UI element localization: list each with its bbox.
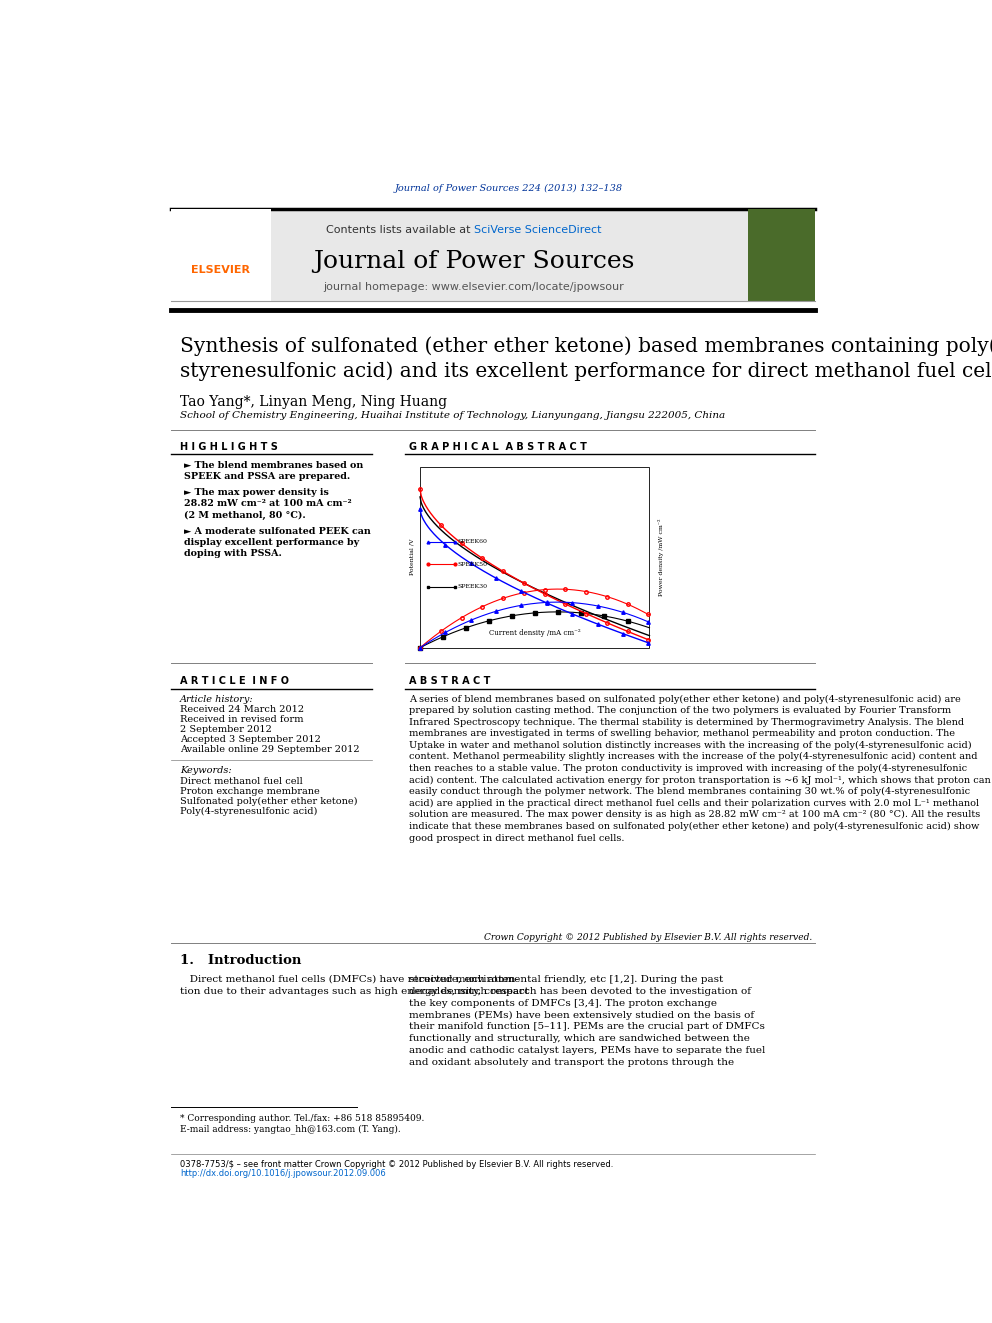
FancyBboxPatch shape <box>171 209 271 302</box>
Text: Keywords:: Keywords: <box>180 766 231 775</box>
Text: structure, environmental friendly, etc [1,2]. During the past
decades, much rese: structure, environmental friendly, etc [… <box>410 975 766 1066</box>
Text: SciVerse ScienceDirect: SciVerse ScienceDirect <box>474 225 601 234</box>
FancyBboxPatch shape <box>171 209 815 302</box>
Text: A B S T R A C T: A B S T R A C T <box>410 676 491 687</box>
Text: E-mail address: yangtao_hh@163.com (T. Yang).: E-mail address: yangtao_hh@163.com (T. Y… <box>180 1125 401 1134</box>
Text: Received 24 March 2012: Received 24 March 2012 <box>180 705 304 714</box>
Text: SPEEK30: SPEEK30 <box>457 583 487 589</box>
Text: Direct methanol fuel cell: Direct methanol fuel cell <box>180 777 303 786</box>
Text: Potential /V: Potential /V <box>410 538 415 576</box>
Text: Sulfonated poly(ether ether ketone): Sulfonated poly(ether ether ketone) <box>180 796 357 806</box>
Text: 2 September 2012: 2 September 2012 <box>180 725 272 734</box>
Text: A R T I C L E  I N F O: A R T I C L E I N F O <box>180 676 289 687</box>
Text: ► The max power density is
28.82 mW cm⁻² at 100 mA cm⁻²
(2 M methanol, 80 °C).: ► The max power density is 28.82 mW cm⁻²… <box>184 488 351 520</box>
Text: journal homepage: www.elsevier.com/locate/jpowsour: journal homepage: www.elsevier.com/locat… <box>323 282 624 292</box>
Text: Current density /mA cm⁻²: Current density /mA cm⁻² <box>489 630 580 638</box>
Text: Tao Yang*, Linyan Meng, Ning Huang: Tao Yang*, Linyan Meng, Ning Huang <box>180 396 447 409</box>
Text: ► The blend membranes based on
SPEEK and PSSA are prepared.: ► The blend membranes based on SPEEK and… <box>184 460 363 480</box>
Text: SPEEK60: SPEEK60 <box>457 540 487 544</box>
Text: Article history:: Article history: <box>180 695 253 704</box>
Text: Received in revised form: Received in revised form <box>180 716 304 725</box>
Text: JOURNAL OF: JOURNAL OF <box>764 318 799 323</box>
Text: Available online 29 September 2012: Available online 29 September 2012 <box>180 745 359 754</box>
Text: SPEEK50: SPEEK50 <box>457 562 487 566</box>
Text: * Corresponding author. Tel./fax: +86 518 85895409.: * Corresponding author. Tel./fax: +86 51… <box>180 1114 425 1122</box>
Text: Proton exchange membrane: Proton exchange membrane <box>180 787 319 796</box>
FancyBboxPatch shape <box>420 467 650 648</box>
Text: POWER
SOURCES: POWER SOURCES <box>759 331 804 349</box>
FancyBboxPatch shape <box>748 209 815 302</box>
Text: Synthesis of sulfonated (ether ether ketone) based membranes containing poly(4-
: Synthesis of sulfonated (ether ether ket… <box>180 336 992 381</box>
Text: Journal of Power Sources: Journal of Power Sources <box>313 250 635 273</box>
Text: Poly(4-styrenesulfonic acid): Poly(4-styrenesulfonic acid) <box>180 807 317 816</box>
Text: Crown Copyright © 2012 Published by Elsevier B.V. All rights reserved.: Crown Copyright © 2012 Published by Else… <box>484 933 812 942</box>
Text: ► A moderate sulfonated PEEK can
display excellent performance by
doping with PS: ► A moderate sulfonated PEEK can display… <box>184 527 370 558</box>
Text: http://dx.doi.org/10.1016/j.jpowsour.2012.09.006: http://dx.doi.org/10.1016/j.jpowsour.201… <box>180 1170 386 1177</box>
Text: 1.   Introduction: 1. Introduction <box>180 954 302 967</box>
Text: A series of blend membranes based on sulfonated poly(ether ether ketone) and pol: A series of blend membranes based on sul… <box>410 695 991 843</box>
Text: ELSEVIER: ELSEVIER <box>191 266 250 275</box>
Text: 0378-7753/$ – see front matter Crown Copyright © 2012 Published by Elsevier B.V.: 0378-7753/$ – see front matter Crown Cop… <box>180 1160 613 1168</box>
Text: Accepted 3 September 2012: Accepted 3 September 2012 <box>180 736 320 745</box>
Text: Contents lists available at: Contents lists available at <box>325 225 474 234</box>
Text: H I G H L I G H T S: H I G H L I G H T S <box>180 442 278 452</box>
Text: School of Chemistry Engineering, Huaihai Institute of Technology, Lianyungang, J: School of Chemistry Engineering, Huaihai… <box>180 411 725 421</box>
Text: Journal of Power Sources 224 (2013) 132–138: Journal of Power Sources 224 (2013) 132–… <box>395 184 622 193</box>
Text: Direct methanol fuel cells (DMFCs) have received much atten-
tion due to their a: Direct methanol fuel cells (DMFCs) have … <box>180 975 529 996</box>
Text: G R A P H I C A L  A B S T R A C T: G R A P H I C A L A B S T R A C T <box>410 442 587 452</box>
Text: Power density /mW cm⁻²: Power density /mW cm⁻² <box>658 519 664 595</box>
